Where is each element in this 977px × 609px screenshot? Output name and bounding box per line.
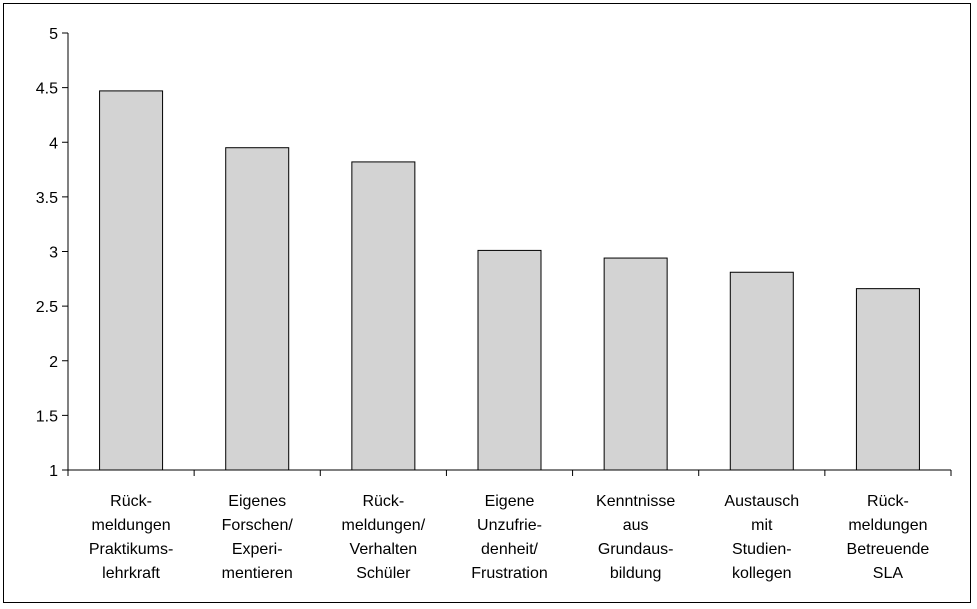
x-category-label-line: Eigenes bbox=[228, 493, 286, 510]
x-category-label: Eigene Unzufrie-denheit/Frustration bbox=[471, 493, 547, 582]
x-category-label-line: mentieren bbox=[222, 565, 293, 582]
x-category-label-line: Grundaus- bbox=[598, 541, 674, 558]
x-category-label-line: Studien- bbox=[732, 541, 792, 558]
x-category-label-line: lehrkraft bbox=[102, 565, 160, 582]
bar bbox=[855, 288, 920, 471]
bar bbox=[351, 161, 416, 471]
bar bbox=[729, 271, 794, 471]
x-category-label-line: Frustration bbox=[471, 565, 547, 582]
x-category-label-line: Austausch bbox=[724, 493, 799, 510]
x-category-label-line: denheit/ bbox=[481, 541, 538, 558]
x-category-label: Kenntnisse aus Grundaus-bildung bbox=[596, 493, 675, 582]
x-category-label-line: bildung bbox=[610, 565, 662, 582]
bar bbox=[99, 90, 164, 471]
x-category-label-line: Forschen/ bbox=[222, 517, 294, 534]
x-category-label-line: Kenntnisse bbox=[596, 493, 675, 510]
x-category-label: Eigenes Forschen/Experi-mentieren bbox=[222, 493, 294, 582]
y-tick-label: 5 bbox=[49, 26, 58, 43]
x-category-label: Rück-meldungen Praktikums-lehrkraft bbox=[89, 493, 173, 582]
x-category-label-line: Schüler bbox=[356, 565, 411, 582]
bars bbox=[99, 90, 920, 471]
y-axis: 1 1.5 2 2.5 3 3.5 4 4.5 5 bbox=[36, 26, 69, 480]
x-category-label-line: Praktikums- bbox=[89, 541, 173, 558]
x-category-label: Rück-meldungen Betreuende SLA bbox=[847, 493, 930, 582]
y-tick-label: 4.5 bbox=[36, 81, 58, 98]
bar bbox=[225, 147, 290, 471]
y-tick-label: 1.5 bbox=[36, 408, 58, 425]
x-category-label-line: Experi- bbox=[232, 541, 283, 558]
x-category-label-line: aus bbox=[623, 517, 649, 534]
x-category-label-line: Eigene bbox=[485, 493, 535, 510]
x-category-label-line: Unzufrie- bbox=[477, 517, 542, 534]
category-labels: Rück-meldungen Praktikums-lehrkraft Eigene… bbox=[89, 493, 930, 582]
x-category-label-line: kollegen bbox=[732, 565, 792, 582]
y-tick-label: 1 bbox=[49, 463, 58, 480]
x-axis bbox=[67, 469, 952, 476]
y-tick-label: 2 bbox=[49, 354, 58, 371]
x-category-label-line: Betreuende bbox=[847, 541, 930, 558]
y-tick-label: 3 bbox=[49, 245, 58, 262]
x-category-label-line: Rück- bbox=[110, 493, 152, 510]
x-category-label-line: Rück- bbox=[867, 493, 909, 510]
x-category-label: Austausch mit Studien-kollegen bbox=[724, 493, 799, 582]
y-tick-label: 4 bbox=[49, 135, 58, 152]
x-category-label: Rück-meldungen/Verhalten Schüler bbox=[342, 493, 426, 582]
x-category-label-line: meldungen bbox=[848, 517, 927, 534]
x-category-label-line: Rück- bbox=[362, 493, 404, 510]
x-category-label-line: meldungen bbox=[91, 517, 170, 534]
x-category-label-line: Verhalten bbox=[350, 541, 418, 558]
bar bbox=[477, 249, 542, 471]
y-tick-label: 2.5 bbox=[36, 299, 58, 316]
x-category-label-line: mit bbox=[751, 517, 773, 534]
x-category-label-line: SLA bbox=[873, 565, 904, 582]
bar bbox=[603, 257, 668, 471]
y-tick-label: 3.5 bbox=[36, 190, 58, 207]
x-category-label-line: meldungen/ bbox=[342, 517, 426, 534]
